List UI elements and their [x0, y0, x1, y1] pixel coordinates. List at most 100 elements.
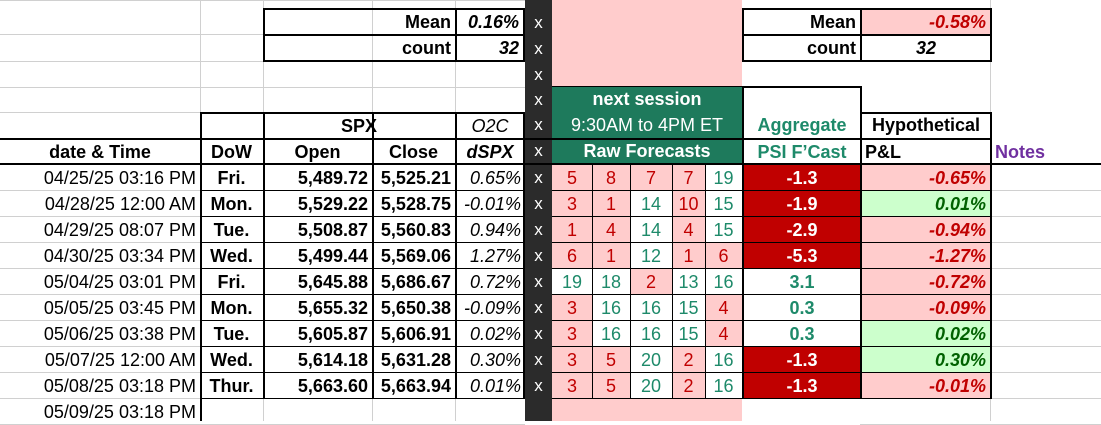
- border: [200, 268, 525, 269]
- border: [860, 8, 862, 62]
- close-cell: 5,650.38: [380, 297, 451, 318]
- summary-right-mean-value: -0.58%: [862, 10, 990, 34]
- dspx-cell: 0.01%: [469, 375, 521, 396]
- forecast-cell: 16: [630, 321, 672, 346]
- date-cell: 05/06/25 03:38 PM: [43, 323, 196, 344]
- x-marker: x: [534, 167, 543, 187]
- border: [200, 396, 202, 421]
- border: [742, 34, 992, 36]
- forecast-cell: 15: [705, 191, 742, 216]
- forecast-cell: 12: [630, 243, 672, 268]
- border: [552, 346, 742, 347]
- open-cell: 5,663.60: [297, 375, 368, 396]
- x-marker: x: [534, 323, 543, 343]
- forecast-cell: 16: [705, 347, 742, 372]
- border: [200, 112, 525, 114]
- pl-cell: -0.65%: [862, 165, 990, 190]
- dspx-cell: 0.94%: [469, 219, 521, 240]
- border: [0, 138, 990, 140]
- border: [552, 86, 742, 87]
- open-cell: 5,489.72: [297, 167, 368, 188]
- dspx-cell: 1.27%: [469, 245, 521, 266]
- dspx-cell: 0.30%: [469, 349, 521, 370]
- forecast-cell: 4: [705, 321, 742, 346]
- forecast-cell: 16: [705, 373, 742, 398]
- border: [455, 112, 457, 398]
- next-session-header: next session: [552, 86, 742, 112]
- forecast-cell: 5: [592, 373, 630, 398]
- forecast-cell: 7: [630, 165, 672, 190]
- forecast-cell: 18: [592, 269, 630, 294]
- close-cell: 5,528.75: [380, 193, 451, 214]
- border: [200, 320, 525, 321]
- date-cell: 04/28/25 12:00 AM: [44, 193, 196, 214]
- border: [742, 164, 992, 165]
- raw-forecasts-header: Raw Forecasts: [552, 138, 742, 164]
- open-cell: 5,645.88: [297, 271, 368, 292]
- forecast-cell: 1: [592, 191, 630, 216]
- date-cell: 04/25/25 03:16 PM: [43, 167, 196, 188]
- forecast-cell: 6: [705, 243, 742, 268]
- forecast-cell: 2: [672, 347, 705, 372]
- border: [200, 216, 525, 217]
- border: [592, 164, 593, 398]
- dow-cell: Tue.: [213, 323, 250, 344]
- gridline-h: [0, 61, 525, 62]
- dspx-cell: 0.02%: [469, 323, 521, 344]
- border: [552, 320, 742, 321]
- aggregate-cell: -1.3: [744, 347, 860, 372]
- forecast-cell: 1: [592, 243, 630, 268]
- forecast-cell: 20: [630, 373, 672, 398]
- x-marker: x: [534, 140, 543, 160]
- border: [990, 164, 992, 398]
- dspx-header: dSPX: [466, 141, 514, 162]
- border: [552, 294, 742, 295]
- forecast-cell: 5: [592, 347, 630, 372]
- border: [860, 164, 862, 398]
- aggregate-cell: 3.1: [744, 269, 860, 294]
- aggregate-cell: -1.9: [744, 191, 860, 216]
- forecast-cell: 3: [552, 373, 592, 398]
- dow-cell: Wed.: [210, 349, 253, 370]
- x-marker: x: [534, 349, 543, 369]
- open-cell: 5,508.87: [297, 219, 368, 240]
- border: [742, 86, 744, 164]
- open-cell: 5,655.32: [297, 297, 368, 318]
- forecast-cell: 19: [552, 269, 592, 294]
- forecast-cell: 3: [552, 321, 592, 346]
- forecast-cell: 8: [592, 165, 630, 190]
- x-marker: x: [534, 12, 543, 32]
- border: [860, 86, 862, 164]
- border: [630, 164, 631, 398]
- hypothetical-header: Hypothetical: [871, 115, 981, 135]
- pl-cell: -0.94%: [862, 217, 990, 242]
- open-cell: 5,499.44: [297, 245, 368, 266]
- dspx-cell: -0.01%: [463, 193, 521, 214]
- forecast-cell: 15: [705, 217, 742, 242]
- border: [200, 294, 525, 295]
- forecast-cell: 1: [552, 217, 592, 242]
- open-cell: 5,605.87: [297, 323, 368, 344]
- forecast-cell: 4: [705, 295, 742, 320]
- dow-cell: Fri.: [217, 167, 246, 188]
- border: [552, 216, 742, 217]
- close-cell: 5,663.94: [380, 375, 451, 396]
- border: [552, 372, 742, 373]
- border: [742, 346, 992, 347]
- forecast-cell: 16: [592, 321, 630, 346]
- border: [200, 164, 525, 165]
- aggregate-cell: 0.3: [744, 295, 860, 320]
- border: [742, 60, 992, 62]
- x-marker: x: [534, 375, 543, 395]
- border: [742, 216, 992, 217]
- border: [552, 242, 742, 243]
- border: [372, 112, 374, 398]
- pl-cell: 0.30%: [862, 347, 990, 372]
- border: [0, 163, 1101, 165]
- date-cell: 04/29/25 08:07 PM: [43, 219, 196, 240]
- forecast-cell: 14: [630, 217, 672, 242]
- close-cell: 5,606.91: [380, 323, 451, 344]
- summary-mean-label: Mean: [404, 12, 451, 32]
- forecast-cell: 5: [552, 165, 592, 190]
